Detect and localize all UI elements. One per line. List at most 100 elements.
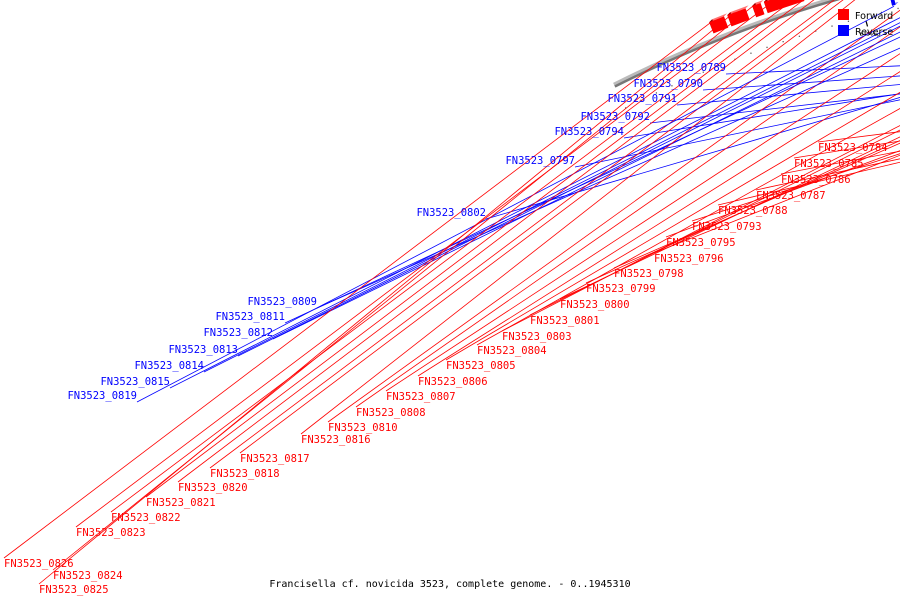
- gene-label-FN3523_0790: FN3523_0790: [633, 78, 703, 90]
- gene-block-FN3523_0824: [752, 0, 765, 18]
- gene-label-FN3523_0784: FN3523_0784: [818, 142, 888, 154]
- gene-label-FN3523_0816: FN3523_0816: [301, 434, 371, 446]
- gene-label-FN3523_0804: FN3523_0804: [477, 345, 547, 357]
- minor-tick: [655, 92, 658, 94]
- gene-label-FN3523_0823: FN3523_0823: [76, 527, 146, 539]
- leader-FN3523_0825: [38, 10, 737, 585]
- leader-FN3523_0807: [385, 53, 900, 392]
- legend-label-reverse: Reverse: [855, 27, 893, 38]
- gene-label-FN3523_0802: FN3523_0802: [416, 207, 486, 219]
- gene-bevel-top: [727, 5, 749, 16]
- minor-tick: [718, 64, 720, 67]
- label-leaders: [3, 0, 900, 585]
- gene-label-FN3523_0822: FN3523_0822: [111, 512, 181, 524]
- leader-FN3523_0796: [653, 154, 900, 254]
- leader-FN3523_0802: [485, 97, 900, 220]
- gene-label-FN3523_0808: FN3523_0808: [356, 407, 426, 419]
- leader-FN3523_0792: [649, 93, 900, 124]
- gene-label-FN3523_0794: FN3523_0794: [554, 126, 624, 138]
- minor-tick: [750, 52, 752, 54]
- gene-face: [890, 0, 896, 6]
- gene-label-FN3523_0820: FN3523_0820: [178, 482, 248, 494]
- leader-FN3523_0808: [355, 26, 900, 408]
- gene-label-FN3523_0791: FN3523_0791: [607, 93, 677, 105]
- gene-label-FN3523_0814: FN3523_0814: [134, 360, 204, 372]
- gene-block-FN3523_0823: [763, 0, 805, 14]
- leader-FN3523_0816: [300, 0, 856, 435]
- minor-tick: [766, 46, 768, 49]
- leader-FN3523_0799: [585, 140, 900, 284]
- minor-tick: [671, 85, 673, 87]
- gene-label-FN3523_0800: FN3523_0800: [560, 299, 630, 311]
- backbone-line: [614, 0, 841, 88]
- legend-swatch-forward: [838, 9, 849, 20]
- leader-FN3523_0794: [623, 93, 900, 139]
- leader-FN3523_0812: [272, 31, 900, 340]
- gene-label-FN3523_0809: FN3523_0809: [247, 296, 317, 308]
- gene-bevel-top: [709, 13, 727, 23]
- leader-FN3523_0813: [237, 25, 900, 357]
- minor-tick: [798, 35, 801, 37]
- gene-label-FN3523_0786: FN3523_0786: [781, 174, 851, 186]
- gene-block-FN3523_0825: [727, 5, 750, 27]
- gene-labels: FN3523_0784 FN3523_0785 FN3523_0786 FN3523_…: [4, 62, 888, 596]
- leader-FN3523_0811: [284, 36, 900, 324]
- leader-FN3523_0784: [817, 131, 900, 143]
- gene-label-FN3523_0789: FN3523_0789: [656, 62, 726, 74]
- gene-label-FN3523_0806: FN3523_0806: [418, 376, 488, 388]
- gene-label-FN3523_0812: FN3523_0812: [203, 327, 273, 339]
- gene-label-FN3523_0795: FN3523_0795: [666, 237, 736, 249]
- major-tick: [865, 20, 869, 27]
- minor-tick: [897, 7, 899, 10]
- strand-legend: Forward Reverse: [838, 9, 893, 38]
- leader-FN3523_0790: [702, 75, 900, 91]
- gene-label-FN3523_0797: FN3523_0797: [505, 155, 575, 167]
- leader-FN3523_0823: [75, 0, 776, 528]
- gene-label-FN3523_0825: FN3523_0825: [39, 584, 109, 596]
- gene-label-FN3523_0817: FN3523_0817: [240, 453, 310, 465]
- leader-FN3523_0791: [676, 84, 900, 106]
- leader-FN3523_0822: [110, 0, 794, 513]
- leader-FN3523_0801: [529, 129, 900, 316]
- gene-label-FN3523_0815: FN3523_0815: [100, 376, 170, 388]
- gene-label-FN3523_0792: FN3523_0792: [580, 111, 650, 123]
- leader-FN3523_0788: [717, 161, 900, 206]
- gene-label-FN3523_0824: FN3523_0824: [53, 570, 123, 582]
- gene-label-FN3523_0796: FN3523_0796: [654, 253, 724, 265]
- minor-tick: [782, 41, 784, 43]
- gene-label-FN3523_0807: FN3523_0807: [386, 391, 456, 403]
- gene-label-FN3523_0801: FN3523_0801: [530, 315, 600, 327]
- leader-FN3523_0820: [177, 0, 815, 483]
- leader-FN3523_0819: [136, 5, 895, 403]
- minor-tick: [831, 25, 833, 27]
- gene-label-FN3523_0826: FN3523_0826: [4, 558, 74, 570]
- gene-block-FN3523_0819: [890, 0, 899, 6]
- genome-backbone: [613, 0, 841, 88]
- scale-tick-label: 845 kbp: [860, 32, 880, 38]
- gene-face: [709, 16, 729, 34]
- leader-FN3523_0818: [209, 0, 835, 469]
- gene-face: [727, 8, 750, 27]
- gene-label-FN3523_0810: FN3523_0810: [328, 422, 398, 434]
- gene-features: [709, 0, 899, 34]
- leader-FN3523_0805: [445, 91, 900, 361]
- gene-face: [763, 0, 805, 14]
- leader-FN3523_0815: [169, 17, 900, 389]
- gene-label-FN3523_0803: FN3523_0803: [502, 331, 572, 343]
- genome-caption: Francisella cf. novicida 3523, complete …: [269, 579, 630, 590]
- leader-FN3523_0806: [417, 71, 900, 377]
- leader-FN3523_0821: [145, 0, 805, 498]
- minor-tick: [864, 16, 866, 18]
- leader-FN3523_0803: [501, 125, 900, 332]
- gene-label-FN3523_0805: FN3523_0805: [446, 360, 516, 372]
- leader-FN3523_0817: [239, 0, 844, 454]
- gene-label-FN3523_0799: FN3523_0799: [586, 283, 656, 295]
- leader-FN3523_0824: [52, 3, 757, 571]
- leader-FN3523_0804: [476, 108, 900, 346]
- gene-label-FN3523_0788: FN3523_0788: [718, 205, 788, 217]
- leader-FN3523_0789: [725, 65, 900, 75]
- gene-face: [752, 2, 765, 18]
- minor-tick: [702, 71, 704, 73]
